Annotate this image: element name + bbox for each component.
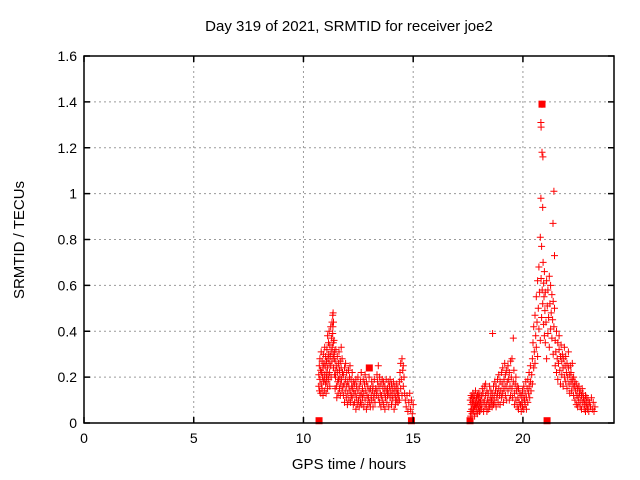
axes-layer — [83, 55, 615, 424]
y-tick-label: 0 — [69, 415, 77, 431]
y-tick-label: 1.2 — [58, 140, 78, 156]
y-axis-label: SRMTID / TECUs — [11, 181, 28, 299]
x-axis-label: GPS time / hours — [292, 456, 406, 473]
chart-title: Day 319 of 2021, SRMTID for receiver joe… — [205, 18, 493, 35]
x-tick-label: 10 — [296, 430, 312, 446]
y-tick-label: 0.2 — [58, 369, 78, 385]
x-tick-label: 20 — [515, 430, 531, 446]
x-tick-label: 15 — [405, 430, 421, 446]
data-points-layer — [315, 100, 599, 425]
y-tick-label: 0.8 — [58, 232, 78, 248]
data-point-square — [543, 417, 551, 425]
data-points-plus — [315, 100, 599, 420]
data-point-square — [315, 417, 323, 425]
y-tick-label: 0.4 — [58, 323, 78, 339]
x-tick-label: 0 — [80, 430, 88, 446]
data-point-square — [466, 417, 474, 425]
data-point-square — [407, 417, 415, 425]
y-tick-label: 1.4 — [58, 94, 78, 110]
grid-layer — [84, 56, 614, 423]
data-point-square — [365, 364, 373, 372]
x-tick-label: 5 — [190, 430, 198, 446]
y-tick-label: 1.6 — [58, 48, 78, 64]
data-point-square — [538, 100, 546, 108]
y-tick-label: 0.6 — [58, 277, 78, 293]
tick-label-layer: 0 5 10 15 20 0 0.2 0.4 0.6 0.8 1 1.2 1.4 1.6 — [58, 48, 531, 446]
y-tick-label: 1 — [69, 186, 77, 202]
